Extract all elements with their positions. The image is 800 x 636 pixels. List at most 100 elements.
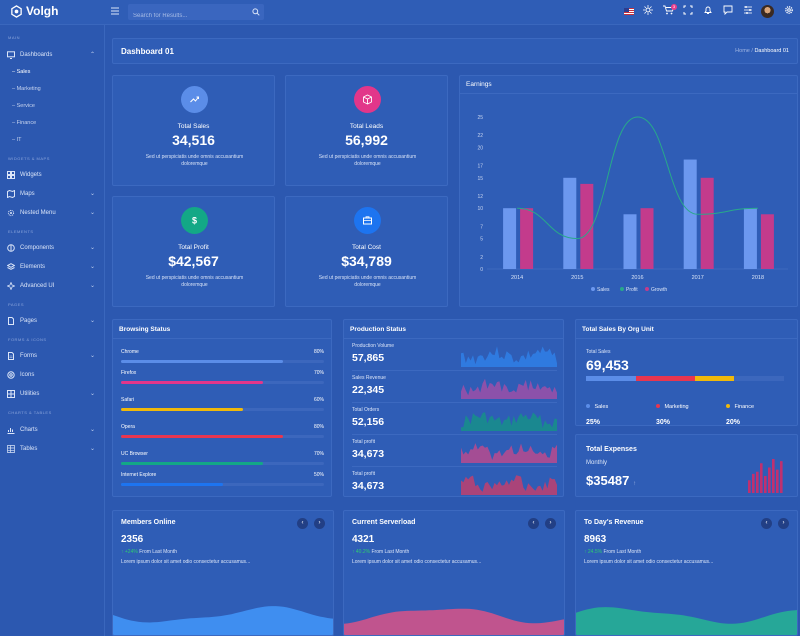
metric-value: 57,865 (352, 352, 385, 364)
production-row: Sales Revenue 22,345 (352, 371, 557, 403)
sidebar-item-pages[interactable]: Pages ⌄ (7, 317, 99, 325)
next-arrow-button[interactable]: › (778, 518, 789, 529)
sidebar-subitem-finance[interactable]: – Finance (12, 120, 37, 126)
production-status-title: Production Status (350, 326, 406, 333)
search-box (128, 4, 264, 24)
legend-dot (726, 404, 730, 408)
sidebar-section-pages: PAGES (8, 302, 24, 307)
kpi-label: Total Cost (352, 244, 381, 251)
card-value: 8963 (584, 534, 607, 545)
sidebar-item-dashboards[interactable]: Dashboards ⌃ (7, 51, 99, 59)
org-legend: Sales 25% Marketing 30% Finance 20% (586, 395, 786, 426)
prev-arrow-button[interactable]: ‹ (761, 518, 772, 529)
kpi-card-total-cost: Total Cost $34,789 Sed ut perspiciatis u… (285, 196, 448, 307)
sidebar-item-maps[interactable]: Maps ⌄ (7, 190, 99, 198)
card-delta: ↑ 24.5% From Last Month (584, 549, 642, 555)
kpi-card-total-leads: Total Leads 56,992 Sed ut perspiciatis u… (285, 75, 448, 186)
sidebar-item-charts[interactable]: Charts ⌄ (7, 426, 99, 434)
user-avatar[interactable] (761, 5, 774, 18)
message-icon[interactable] (723, 5, 733, 15)
sidebar-item-utilities[interactable]: Utilities ⌄ (7, 390, 99, 398)
prev-arrow-button[interactable]: ‹ (528, 518, 539, 529)
sidebar-subitem-service[interactable]: – Service (12, 103, 35, 109)
sidebar-item-label: Tables (20, 446, 38, 452)
kpi-card-total-sales: Total Sales 34,516 Sed ut perspiciatis u… (112, 75, 275, 186)
metric-value: 34,673 (352, 448, 385, 460)
sidebar-subitem-sales[interactable]: – Sales (12, 69, 31, 75)
sidebar-item-tables[interactable]: Tables ⌄ (7, 445, 99, 453)
bar-growth (580, 183, 594, 269)
y-tick-label: 5 (480, 237, 483, 243)
sparkline-area (461, 412, 557, 431)
sidebar-item-components[interactable]: Components ⌄ (7, 244, 99, 252)
cart-count-badge: 3 (671, 4, 677, 10)
sidebar-subitem-it[interactable]: – IT (12, 137, 22, 143)
expenses-period: Monthly (586, 460, 608, 466)
kpi-label: Total Leads (349, 123, 384, 130)
table-icon (7, 445, 15, 453)
progress-track (121, 435, 324, 438)
sun-icon[interactable] (643, 5, 653, 15)
next-arrow-button[interactable]: › (314, 518, 325, 529)
prev-arrow-button[interactable]: ‹ (297, 518, 308, 529)
kpi-card-total-profit: $ Total Profit $42,567 Sed ut perspiciat… (112, 196, 275, 307)
sidebar-item-nested-menu[interactable]: Nested Menu ⌄ (7, 209, 99, 217)
metric-value: 34,673 (352, 480, 385, 492)
sidebar-section-main: MAIN (8, 35, 20, 40)
wave-area (576, 607, 797, 635)
chevron-up-icon: ⌃ (89, 52, 95, 58)
sidebar-subitem-marketing[interactable]: – Marketing (12, 86, 41, 92)
settings-gear-icon[interactable] (784, 5, 794, 15)
bar-sales (683, 159, 697, 269)
sidebar-item-icons[interactable]: Icons (7, 371, 99, 379)
sidebar-item-advanced-ui[interactable]: Advanced UI ⌄ (7, 282, 99, 290)
kpi-label: Total Profit (178, 244, 209, 251)
kpi-description: Sed ut perspiciatis unde omnis accusanti… (145, 275, 244, 288)
breadcrumb-home[interactable]: Home (735, 48, 750, 54)
metric-value: 22,345 (352, 384, 385, 396)
us-flag-icon[interactable] (624, 8, 634, 15)
browser-percent: 80% (313, 349, 324, 355)
sidebar-item-widgets[interactable]: Widgets (7, 171, 99, 179)
wave-area-chart (344, 608, 564, 635)
wave-area-chart (113, 606, 333, 635)
browser-percent: 70% (313, 370, 324, 376)
search-input[interactable] (128, 8, 243, 24)
next-arrow-button[interactable]: › (545, 518, 556, 529)
sidebar-item-elements[interactable]: Elements ⌄ (7, 263, 99, 271)
org-legend-name: Sales (594, 404, 609, 410)
sparkline-chart (461, 475, 557, 495)
arrow-up-icon: ↑ (121, 549, 124, 555)
sidebar-section-widgets: WIDGETS & MAPS (8, 156, 50, 161)
chevron-down-icon: ⌄ (89, 245, 95, 251)
metric-name: Total Orders (352, 407, 380, 413)
sparkline-chart (461, 346, 557, 367)
sidebar-section-forms: FORMS & ICONS (8, 337, 47, 342)
card-delta: ↑ 40.2% From Last Month (352, 549, 410, 555)
brand-logo[interactable]: Volgh (10, 4, 58, 18)
sparkline-area (461, 475, 557, 495)
gear-icon (7, 209, 15, 217)
y-tick-label: 7 (480, 224, 483, 230)
legend-dot (586, 404, 590, 408)
bell-icon[interactable] (703, 5, 713, 15)
progress-fill (121, 462, 264, 465)
expense-bar (780, 461, 783, 493)
search-icon[interactable] (252, 8, 260, 16)
sliders-icon[interactable] (743, 5, 753, 15)
circle-icon (7, 371, 15, 379)
fullscreen-icon[interactable] (683, 5, 693, 15)
sparkline-area (461, 378, 557, 399)
card-title: Current Serverload (352, 519, 416, 526)
metric-name: Total profit (352, 471, 376, 477)
sidebar: MAIN Dashboards ⌃ – Sales – Marketing – … (0, 25, 105, 636)
kpi-value: 34,516 (172, 132, 215, 148)
progress-fill (121, 435, 284, 438)
org-unit-card: Total Sales By Org Unit Total Sales 69,4… (575, 319, 798, 426)
kpi-description: Sed ut perspiciatis unde omnis accusanti… (145, 154, 244, 167)
bar-growth (520, 208, 534, 269)
menu-toggle-icon[interactable] (110, 6, 120, 16)
progress-fill (121, 483, 223, 486)
legend-label: Growth (651, 287, 667, 293)
sidebar-item-forms[interactable]: Forms ⌄ (7, 352, 99, 360)
